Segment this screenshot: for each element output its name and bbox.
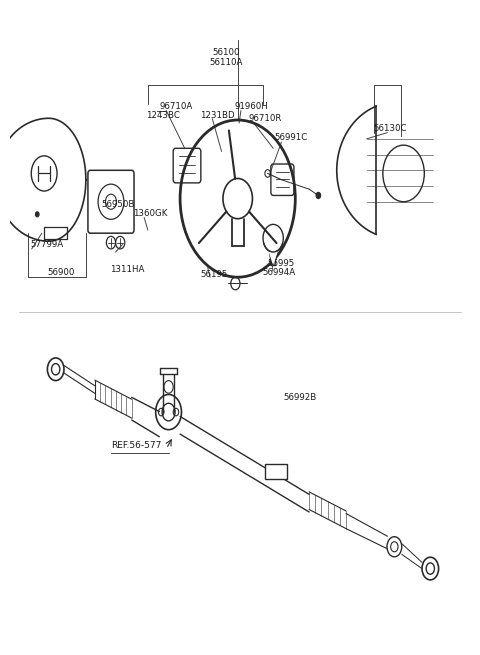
Text: 56994A: 56994A [263, 269, 296, 277]
Text: 56100: 56100 [213, 48, 240, 56]
Text: 1243BC: 1243BC [146, 111, 180, 120]
Text: 91960H: 91960H [234, 102, 268, 111]
Text: 56992B: 56992B [284, 394, 317, 402]
Text: 57799A: 57799A [30, 240, 63, 249]
Text: 56130C: 56130C [373, 124, 407, 133]
Text: REF.56-577: REF.56-577 [111, 441, 161, 450]
Text: 56995: 56995 [268, 259, 295, 268]
Text: 96710A: 96710A [159, 102, 192, 111]
Text: 56991C: 56991C [275, 133, 308, 142]
Text: 56950B: 56950B [102, 200, 135, 210]
Text: 96710R: 96710R [248, 114, 282, 123]
Text: 1360GK: 1360GK [133, 208, 168, 217]
Text: 1231BD: 1231BD [200, 111, 235, 120]
Circle shape [36, 212, 39, 217]
Text: 1311HA: 1311HA [110, 265, 144, 274]
Text: 56900: 56900 [48, 269, 75, 277]
Polygon shape [269, 252, 277, 263]
Bar [265, 464, 288, 479]
FancyBboxPatch shape [88, 170, 134, 233]
Text: 56195: 56195 [201, 270, 228, 278]
Text: 56110A: 56110A [209, 58, 243, 67]
Circle shape [316, 193, 321, 198]
